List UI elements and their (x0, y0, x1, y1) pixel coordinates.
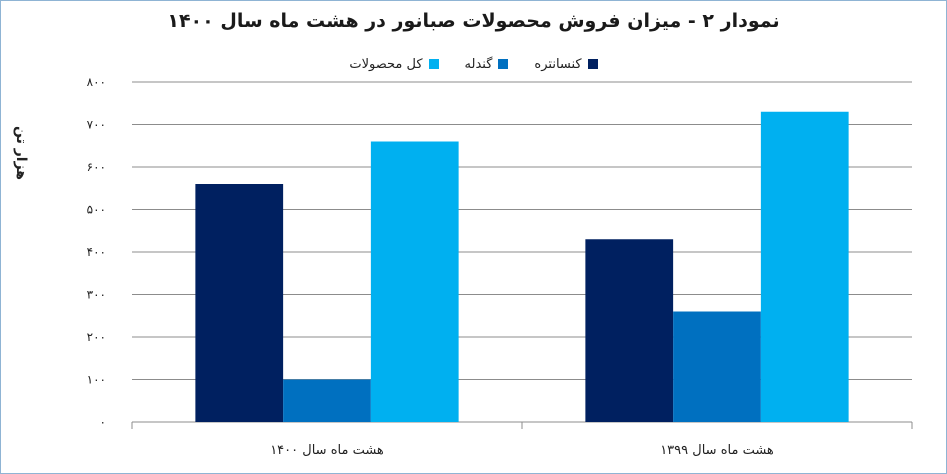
legend-swatch-concentrate (587, 59, 598, 69)
legend-label-pellet: گندله (464, 56, 493, 72)
legend-item-pellet: گندله (465, 54, 509, 74)
y-tick-label-800: ۸۰۰ (87, 75, 106, 89)
x-category-label-0: هشت ماه سال ۱۴۰۰ (270, 443, 384, 458)
y-tick-label-100: ۱۰۰ (87, 373, 106, 387)
y-tick-label-300: ۳۰۰ (87, 288, 106, 302)
legend-item-concentrate: کنسانتره (534, 54, 598, 74)
y-tick-label-700: ۷۰۰ (87, 118, 106, 132)
y-tick-label-500: ۵۰۰ (87, 203, 106, 217)
y-tick-label-200: ۲۰۰ (87, 330, 106, 344)
legend-swatch-pellet (498, 59, 509, 69)
bar-pellet-1 (673, 311, 761, 422)
legend-label-total-products: کل محصولات (349, 56, 423, 72)
bar-concentrate-1 (585, 239, 674, 422)
bar-concentrate-0 (195, 184, 284, 422)
chart-title: نمودار ۲ - میزان فروش محصولات صبانور در … (167, 10, 780, 32)
y-tick-label-600: ۶۰۰ (87, 160, 106, 174)
legend-swatch-total-products (428, 59, 439, 69)
y-tick-label-400: ۴۰۰ (87, 245, 106, 259)
legend-label-concentrate: کنسانتره (534, 56, 582, 72)
legend-item-total-products: کل محصولات (349, 54, 439, 74)
x-category-label-1: هشت ماه سال ۱۳۹۹ (660, 443, 774, 458)
chart-legend: کنسانتره گندله کل محصولات (0, 54, 947, 74)
y-tick-label-0: ۰ (100, 415, 106, 429)
bar-total-products-0 (370, 141, 459, 422)
bar-pellet-0 (283, 379, 371, 422)
bar-total-products-1 (760, 111, 849, 422)
